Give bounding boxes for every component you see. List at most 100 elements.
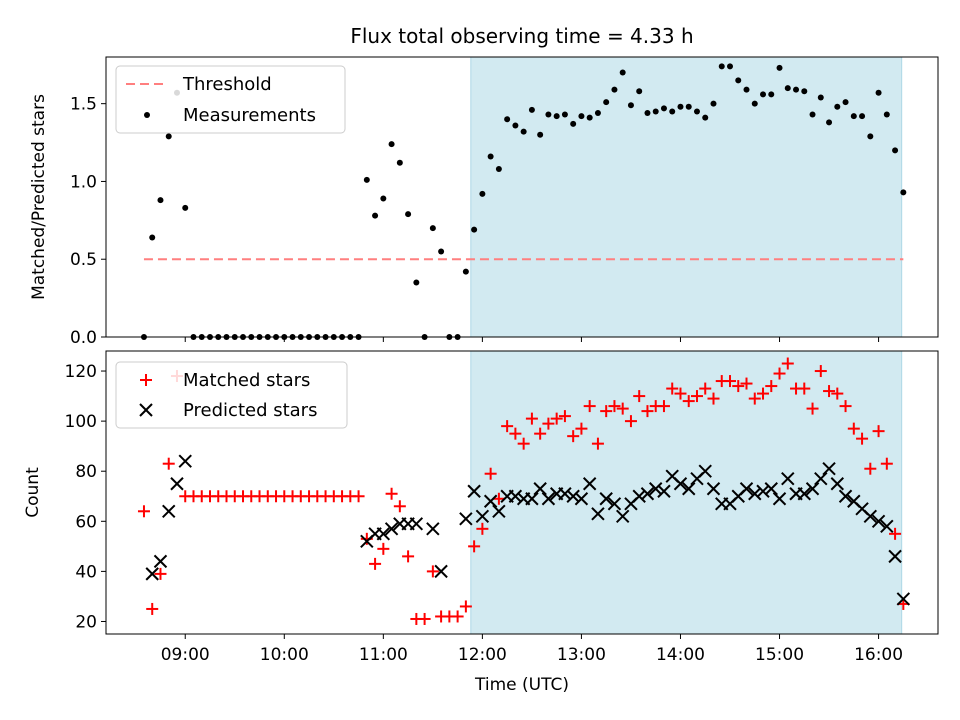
y-tick-label: 80 [75, 462, 97, 482]
matched-star-point [872, 425, 885, 438]
matched-star-point [773, 367, 786, 380]
predicted-star-point [599, 492, 613, 506]
predicted-star-point [756, 484, 770, 498]
predicted-star-point-b [384, 522, 399, 536]
matched-star-point [146, 602, 159, 615]
measurement-point [867, 133, 874, 140]
matched-star-point [468, 540, 481, 553]
measurement-point [537, 131, 544, 138]
predicted-star-point-b [748, 487, 762, 501]
predicted-star-point [772, 492, 787, 506]
matched-star-point [591, 437, 604, 450]
predicted-star-point-b [855, 502, 869, 516]
measurement-point [586, 114, 593, 121]
legend-matched-swatch [140, 374, 152, 386]
predicted-star-point [649, 482, 663, 496]
measurement-point [528, 106, 535, 113]
matched-star-point [418, 612, 431, 625]
predicted-star-point-b [657, 484, 671, 498]
matched-star-point [377, 542, 390, 555]
measurement-point [512, 122, 519, 129]
matched-star-point [517, 437, 530, 450]
predicted-star-point [673, 477, 688, 491]
predicted-star-point-b [632, 489, 646, 503]
y-tick-label: 40 [75, 562, 97, 582]
y-tick-label: 60 [75, 512, 97, 532]
predicted-star-point-b [814, 472, 828, 486]
predicted-star-point-b [541, 492, 556, 506]
predicted-star-point [409, 517, 424, 531]
matched-star-point [451, 610, 464, 623]
measurement-point [603, 99, 610, 106]
predicted-star-point-b [434, 564, 448, 579]
y-tick-label: 1.5 [70, 95, 97, 115]
measurement-point [710, 100, 717, 107]
predicted-star-point-b [566, 489, 580, 503]
matched-star-point [856, 432, 869, 445]
measurement-point [553, 113, 560, 120]
matched-star-point [402, 550, 415, 563]
matched-star-point [509, 427, 522, 440]
x-tick-label: 10:00 [260, 645, 309, 665]
predicted-star-point [483, 494, 498, 508]
measurement-point [504, 116, 511, 123]
measurement-point [660, 105, 667, 112]
matched-star-point [484, 467, 497, 480]
matched-star-point [137, 505, 150, 518]
predicted-star-point [880, 519, 894, 534]
y-tick-label: 0.0 [70, 328, 97, 348]
matched-star-point [707, 392, 720, 405]
measurement-point [157, 197, 164, 204]
measurement-point [652, 108, 659, 115]
measurement-point [685, 103, 692, 110]
matched-star-point [550, 412, 563, 425]
measurement-point [479, 190, 486, 197]
predicted-star-point [525, 492, 539, 506]
legend-matched-label: Matched stars [183, 370, 310, 391]
matched-star-point [889, 527, 902, 540]
predicted-star-point [822, 462, 836, 476]
measurement-point [776, 64, 783, 71]
predicted-star-point [178, 454, 192, 468]
predicted-star-point [814, 472, 828, 486]
measurement-point [405, 211, 412, 218]
matched-star-point [666, 382, 679, 395]
predicted-star-point-b [772, 492, 787, 506]
measurement-point [693, 108, 700, 115]
predicted-star-point [492, 504, 506, 518]
matched-star-point [600, 405, 613, 418]
predicted-star-point-b [426, 522, 440, 536]
matched-star-point [558, 410, 571, 423]
measurement-point [372, 212, 379, 219]
measurement-point [875, 89, 882, 96]
measurement-point [834, 103, 841, 110]
predicted-star-point [508, 489, 523, 503]
measurement-point [396, 159, 403, 166]
measurement-point [702, 114, 709, 121]
measurement-point [570, 120, 577, 127]
predicted-star-point-b [880, 519, 894, 534]
matched-star-point [831, 387, 844, 400]
measurement-point [760, 91, 767, 98]
count-legend-box [115, 361, 348, 429]
predicted-star-point-b [558, 487, 572, 501]
predicted-star-point-b [459, 512, 473, 526]
predicted-star-point [657, 484, 671, 498]
matched-star-point [740, 377, 753, 390]
matched-star-point [492, 492, 505, 505]
y-tick-label: 0.5 [70, 250, 97, 270]
measurement-point [842, 99, 849, 106]
measurement-point [727, 63, 733, 70]
predicted-star-point-b [483, 494, 498, 508]
predicted-star-point [533, 482, 547, 496]
predicted-star-point-b [508, 489, 523, 503]
predicted-star-point [591, 507, 605, 521]
measurement-point [850, 113, 857, 120]
predicted-star-point-b [170, 477, 184, 491]
predicted-star-point [558, 487, 572, 501]
measurement-point [826, 119, 833, 126]
y-tick-label: 1.0 [70, 172, 97, 192]
matched-star-point [501, 420, 514, 433]
measurement-point [165, 133, 172, 140]
matched-star-point [476, 522, 489, 535]
